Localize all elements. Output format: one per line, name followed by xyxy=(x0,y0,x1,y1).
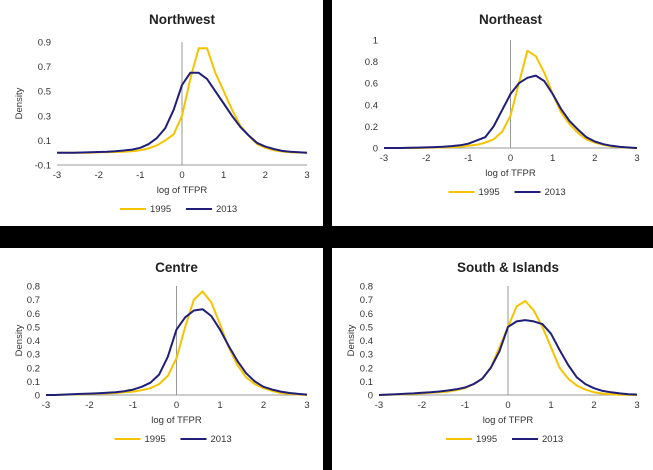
x-tick-label: -1 xyxy=(129,400,137,411)
y-tick-label: 0.9 xyxy=(38,38,51,49)
y-tick-label: 0.1 xyxy=(360,377,373,388)
x-tick-label: 0 xyxy=(174,400,179,411)
x-tick-label: 2 xyxy=(261,400,266,411)
x-tick-label: 1 xyxy=(217,400,222,411)
legend-label-2013: 2013 xyxy=(211,434,232,445)
x-axis-label: log of TFPR xyxy=(483,415,534,426)
x-tick-label: 0 xyxy=(179,170,184,181)
x-tick-label: 0 xyxy=(508,153,513,164)
chart-title: Northeast xyxy=(479,12,543,27)
chart-title: Centre xyxy=(155,260,198,275)
x-tick-label: 2 xyxy=(591,400,596,411)
y-axis-label: Density xyxy=(14,87,25,119)
chart-northeast: Northeast 0 0.2 0.4 0.6 0.8 1 -3 -2 -1 0 1 2 3 log of … xyxy=(365,12,640,198)
chart-panel-northeast: Northeast 0 0.2 0.4 0.6 0.8 1 -3 -2 -1 0 1 2 3 log of … xyxy=(332,0,653,226)
y-tick-label: 0.2 xyxy=(27,363,40,374)
x-tick-label: 2 xyxy=(263,170,268,181)
y-tick-label: 0.5 xyxy=(27,322,40,333)
x-tick-label: -2 xyxy=(94,170,102,181)
legend-label-1995: 1995 xyxy=(476,434,497,445)
series-line-2013 xyxy=(378,319,638,396)
x-tick-label: -1 xyxy=(464,153,472,164)
y-tick-label: 0.7 xyxy=(360,295,373,306)
y-tick-label: 0.2 xyxy=(365,122,378,133)
legend-label-2013: 2013 xyxy=(216,204,237,215)
y-axis-label: Density xyxy=(14,324,25,356)
chart-panel-centre: Centre 0 0.1 0.2 0.3 0.4 0.5 0.6 0.7 0.8 -3 -2 -1 0 1 2… xyxy=(0,248,323,470)
y-tick-label: 0.3 xyxy=(27,350,40,361)
y-tick-label: 0.8 xyxy=(365,57,378,68)
y-tick-label: 0 xyxy=(35,391,40,402)
x-tick-label: 1 xyxy=(548,400,553,411)
x-tick-label: -2 xyxy=(418,400,426,411)
series-line-2013 xyxy=(57,71,308,154)
x-tick-label: -1 xyxy=(461,400,469,411)
y-tick-label: 0.6 xyxy=(360,309,373,320)
y-tick-label: 0.3 xyxy=(360,350,373,361)
y-tick-label: 0.1 xyxy=(38,136,51,147)
legend-label-1995: 1995 xyxy=(150,204,171,215)
x-tick-label: 3 xyxy=(634,400,639,411)
y-tick-label: 0.4 xyxy=(365,100,378,111)
legend-label-1995: 1995 xyxy=(145,434,166,445)
series-line-2013 xyxy=(384,74,638,149)
y-tick-label: 0.6 xyxy=(365,79,378,90)
y-tick-label: 0.7 xyxy=(27,295,40,306)
chart-centre: Centre 0 0.1 0.2 0.3 0.4 0.5 0.6 0.7 0.8 -3 -2 -1 0 1 2… xyxy=(14,260,310,445)
x-tick-label: 0 xyxy=(505,400,510,411)
y-tick-label: 0 xyxy=(373,144,378,155)
y-tick-label: -0.1 xyxy=(35,161,51,172)
legend-label-2013: 2013 xyxy=(542,434,563,445)
y-axis-label: Density xyxy=(346,324,357,356)
legend-label-1995: 1995 xyxy=(479,187,500,198)
y-tick-label: 0.4 xyxy=(360,336,373,347)
y-tick-label: 0.8 xyxy=(360,282,373,293)
y-tick-label: 0.5 xyxy=(38,87,51,98)
y-tick-label: 0.3 xyxy=(38,111,51,122)
x-tick-label: -3 xyxy=(375,400,383,411)
x-tick-label: 3 xyxy=(304,400,309,411)
y-tick-label: 0.8 xyxy=(27,282,40,293)
x-tick-label: 2 xyxy=(592,153,597,164)
x-axis-label: log of TFPR xyxy=(151,415,202,426)
x-tick-label: -3 xyxy=(42,400,50,411)
series-line-2013 xyxy=(46,308,308,396)
x-axis-label: log of TFPR xyxy=(157,185,208,196)
chart-panel-south-islands: South & Islands 0 0.1 0.2 0.3 0.4 0.5 0.6 0.7 0.8… xyxy=(332,248,653,470)
x-tick-label: -2 xyxy=(422,153,430,164)
x-tick-label: -3 xyxy=(53,170,61,181)
x-tick-label: 3 xyxy=(634,153,639,164)
y-tick-label: 0.5 xyxy=(360,322,373,333)
x-tick-label: -2 xyxy=(85,400,93,411)
chart-northwest: Northwest -0.1 0.1 0.3 0.5 0.7 0.9 -3 -2 -1 0 1 2 3 lo… xyxy=(14,12,310,215)
chart-south-islands: South & Islands 0 0.1 0.2 0.3 0.4 0.5 0.6 0.7 0.8… xyxy=(346,260,640,445)
chart-title: Northwest xyxy=(149,12,216,27)
y-tick-label: 0 xyxy=(368,391,373,402)
chart-title: South & Islands xyxy=(457,260,559,275)
y-tick-label: 0.6 xyxy=(27,309,40,320)
y-tick-label: 1 xyxy=(373,36,378,47)
x-tick-label: -1 xyxy=(136,170,144,181)
legend-label-2013: 2013 xyxy=(545,187,566,198)
y-tick-label: 0.1 xyxy=(27,377,40,388)
y-tick-label: 0.2 xyxy=(360,363,373,374)
y-tick-label: 0.7 xyxy=(38,62,51,73)
y-tick-label: 0.4 xyxy=(27,336,40,347)
x-tick-label: 1 xyxy=(221,170,226,181)
x-tick-label: 3 xyxy=(304,170,309,181)
x-tick-label: -3 xyxy=(380,153,388,164)
x-axis-label: log of TFPR xyxy=(485,168,536,179)
chart-panel-northwest: Northwest -0.1 0.1 0.3 0.5 0.7 0.9 -3 -2 -1 0 1 2 3 lo… xyxy=(0,0,323,226)
x-tick-label: 1 xyxy=(550,153,555,164)
